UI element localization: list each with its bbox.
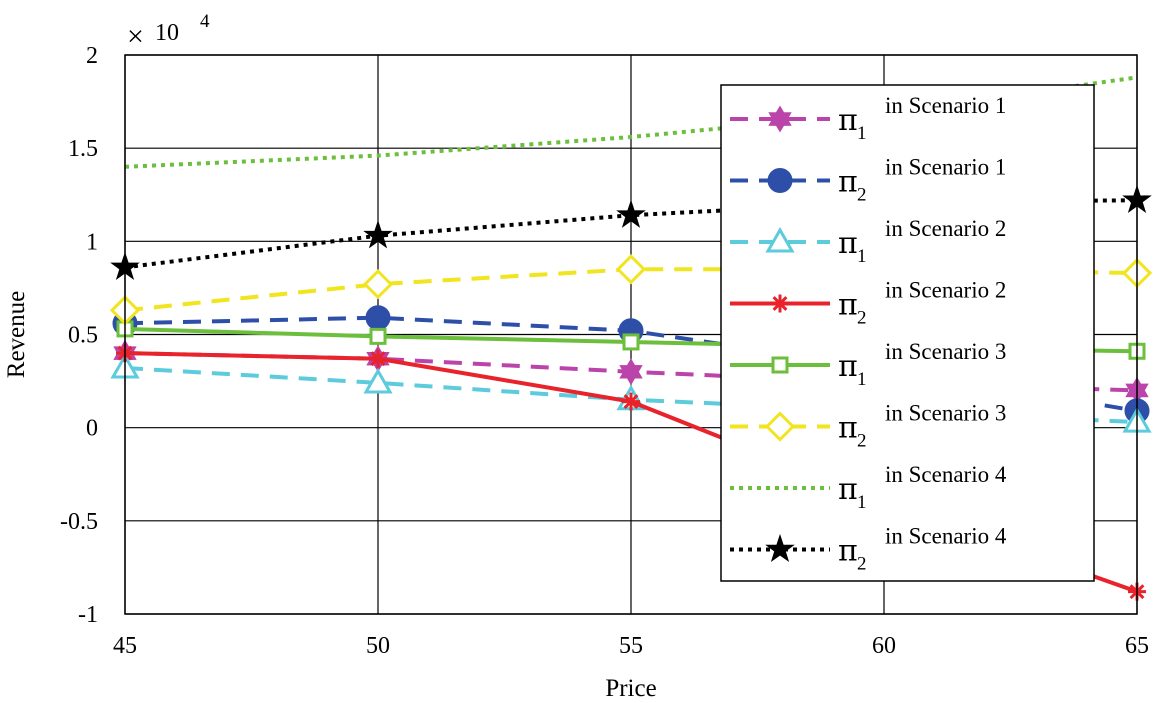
legend-subscript: 2 (857, 185, 867, 206)
legend-symbol: π (838, 472, 858, 507)
legend-subscript: 2 (857, 431, 867, 452)
y-tick-label: 0 (86, 416, 98, 442)
plot-frame (124, 54, 1138, 615)
legend-subscript: 1 (857, 246, 867, 267)
legend: π 1in Scenario 1π 2in Scenario 1π 1in Scena… (720, 84, 1095, 582)
legend-symbol: π (838, 165, 858, 200)
legend-item: π 1 in Scenario 4 (730, 462, 1007, 513)
legend-label: in Scenario 3 (885, 339, 1006, 364)
legend-box (720, 84, 1095, 582)
series-marker-asterisk (369, 349, 387, 368)
legend-item: π 1 in Scenario 3 (730, 339, 1006, 390)
legend-item: π 2 in Scenario 4 (730, 524, 1007, 575)
legend-subscript: 2 (857, 554, 867, 575)
legend-symbol: π (838, 288, 858, 323)
series-marker-hexagram (768, 105, 792, 133)
y-tick-label: 2 (86, 43, 98, 69)
legend-symbol: π (838, 103, 858, 138)
series-marker-triangle (363, 367, 393, 394)
series-marker-star (616, 199, 646, 228)
y-tick-label: -0.5 (60, 509, 98, 535)
legend-label: in Scenario 4 (885, 524, 1007, 549)
series-marker-diamond (764, 411, 796, 442)
exponent-times: × (127, 20, 144, 53)
legend-label: in Scenario 2 (885, 216, 1006, 241)
exponent-base: 10 (155, 20, 179, 46)
x-tick-label: 50 (366, 633, 390, 659)
series-marker-square (622, 333, 640, 351)
legend-symbol: π (838, 411, 858, 446)
legend-item: π 2 in Scenario 2 (730, 278, 1006, 329)
legend-label: in Scenario 4 (885, 462, 1007, 487)
x-tick-label: 65 (1125, 633, 1149, 659)
series-marker-triangle (765, 226, 795, 253)
legend-label: in Scenario 2 (885, 278, 1006, 303)
series-marker-square (369, 327, 387, 345)
series-marker-square (771, 356, 789, 374)
y-tick-label: -1 (78, 602, 98, 628)
series-marker-diamond (362, 269, 394, 300)
legend-subscript: 1 (857, 369, 867, 390)
asterisk-stroke (772, 296, 788, 311)
series-marker-asterisk (771, 294, 789, 313)
x-tick-label: 45 (113, 633, 137, 659)
y-tick-label: 0.5 (68, 323, 98, 349)
asterisk-stroke (623, 394, 639, 410)
series-marker-diamond (615, 254, 647, 285)
legend-item: π 2 in Scenario 3 (730, 401, 1006, 452)
y-tick-label: 1 (86, 229, 98, 255)
tick-labels: 45 50 55 60 65 2 1.5 1 0.5 0 -0.5 -1 (60, 43, 1149, 659)
series-marker-star (363, 220, 393, 249)
legend-symbol: π (838, 349, 858, 384)
series-marker-asterisk (622, 392, 640, 411)
legend-item: π 2 in Scenario 1 (730, 155, 1006, 206)
x-tick-label: 60 (872, 633, 896, 659)
legend-symbol: π (838, 226, 858, 261)
legend-item: π 1 in Scenario 1 (730, 93, 1006, 144)
axis-exponent-label: × 10 4 (127, 11, 210, 53)
asterisk-stroke (370, 351, 386, 367)
legend-subscript: 2 (857, 308, 867, 329)
series-marker-hexagram (619, 358, 643, 386)
series-marker-circle (767, 168, 793, 193)
legend-item: π 1 in Scenario 2 (730, 216, 1006, 267)
y-tick-label: 1.5 (68, 136, 98, 162)
exponent-power: 4 (200, 11, 210, 32)
x-tick-label: 55 (619, 633, 643, 659)
legend-label: in Scenario 1 (885, 93, 1006, 118)
series-marker-star (765, 533, 795, 563)
y-axis-title: Revenue (3, 291, 30, 378)
legend-symbol: π (838, 534, 858, 569)
legend-label: in Scenario 1 (885, 155, 1006, 180)
legend-label: in Scenario 3 (885, 401, 1006, 426)
legend-subscript: 1 (857, 123, 867, 144)
series-marker-circle (365, 305, 391, 331)
legend-subscript: 1 (857, 492, 867, 513)
x-axis-title: Price (605, 675, 656, 702)
